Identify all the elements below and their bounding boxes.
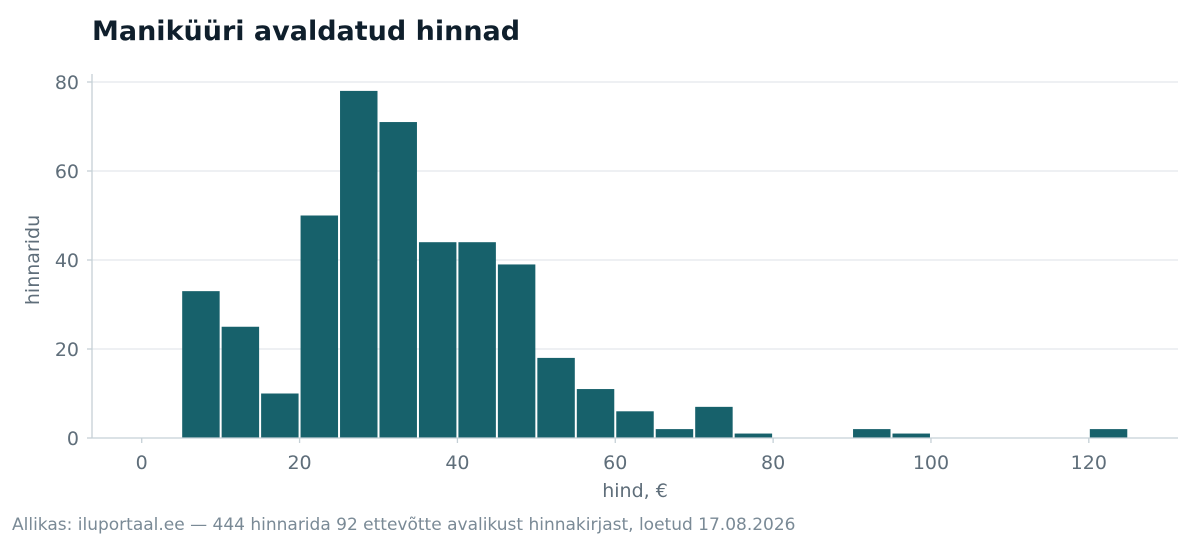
histogram-bar	[340, 90, 378, 439]
histogram-bar	[221, 326, 260, 438]
histogram-bar	[892, 433, 930, 438]
histogram-bar	[1089, 429, 1128, 438]
y-tick-label: 80	[55, 72, 79, 94]
x-tick-label: 60	[603, 452, 627, 474]
axes	[91, 74, 1178, 439]
x-axis-label: hind, €	[602, 480, 668, 502]
y-tick-label: 60	[55, 161, 79, 183]
source-note: Allikas: iluportaal.ee — 444 hinnarida 9…	[12, 515, 796, 535]
y-tick-label: 0	[67, 428, 79, 450]
histogram-bar	[853, 429, 891, 438]
histogram-bars	[182, 90, 1128, 439]
histogram-bar	[418, 242, 457, 438]
histogram-bar	[576, 389, 615, 438]
histogram-bar	[497, 264, 536, 438]
histogram-bar	[458, 242, 496, 438]
y-axis-label: hinnaridu	[22, 215, 44, 305]
histogram-bar	[734, 433, 773, 438]
histogram-bar	[537, 357, 575, 438]
x-tick-label: 120	[1071, 452, 1107, 474]
x-tick-label: 20	[287, 452, 311, 474]
histogram-bar	[261, 393, 299, 438]
histogram-bar	[300, 215, 339, 438]
tick-labels: 0 20 40 60 80 0 20 40 60 80 100 120	[55, 72, 1107, 474]
histogram-bar	[616, 411, 654, 438]
histogram-bar	[379, 122, 417, 439]
x-tick-label: 0	[136, 452, 148, 474]
x-tick-label: 80	[761, 452, 785, 474]
chart-title: Maniküüri avaldatud hinnad	[92, 16, 521, 47]
histogram-bar	[182, 291, 220, 438]
histogram-bar	[695, 406, 733, 438]
y-tick-label: 40	[55, 250, 79, 272]
histogram-bar	[655, 429, 694, 438]
grid-lines	[92, 81, 1178, 350]
x-tick-label: 100	[913, 452, 949, 474]
x-tick-label: 40	[445, 452, 469, 474]
y-tick-label: 20	[55, 339, 79, 361]
